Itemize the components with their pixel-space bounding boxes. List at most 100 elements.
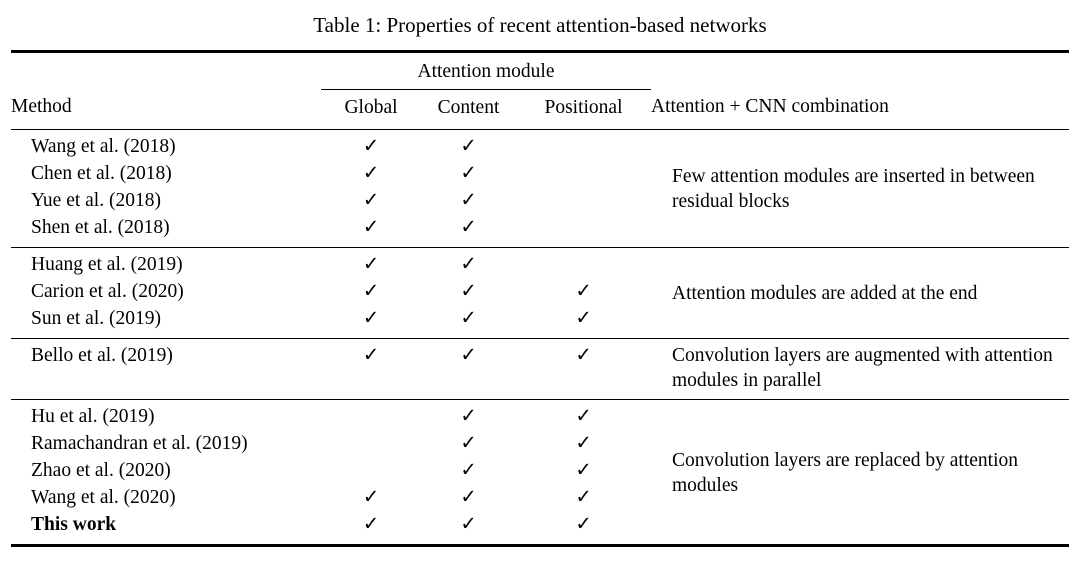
header-spacer-left — [11, 52, 321, 90]
check-icon: ✓ — [575, 406, 592, 428]
method-cell: This work — [31, 514, 117, 536]
table-group-1: Huang et al. (2019) ✓ ✓ Attention modules a… — [11, 247, 1069, 338]
attention-module-header: Attention module — [321, 51, 651, 90]
global-check-cell — [321, 458, 421, 485]
table-group-2: Bello et al. (2019) ✓ ✓ ✓ Convolution layers… — [11, 338, 1069, 400]
positional-check-cell — [516, 188, 651, 215]
check-icon: ✓ — [362, 135, 380, 157]
check-icon: ✓ — [460, 344, 477, 366]
check-icon: ✓ — [460, 280, 477, 302]
combination-note-cell: Few attention modules are inserted in be… — [672, 166, 1035, 213]
content-check-cell: ✓ — [421, 129, 516, 160]
table-row: Wang et al. (2018) ✓ ✓ Few attention module… — [11, 129, 1069, 212]
global-column-header: Global — [344, 96, 398, 118]
positional-check-cell: ✓ — [516, 400, 651, 431]
check-icon: ✓ — [460, 216, 477, 238]
table-row: Carion et al. (2020) ✓ ✓ ✓ — [11, 279, 1069, 306]
check-icon: ✓ — [575, 433, 592, 455]
positional-check-cell: ✓ — [516, 512, 651, 545]
table-row: Yue et al. (2018) ✓ ✓ — [11, 188, 1069, 215]
check-icon: ✓ — [362, 253, 380, 275]
check-icon: ✓ — [460, 189, 477, 211]
check-icon: ✓ — [575, 280, 592, 302]
content-check-cell: ✓ — [421, 215, 516, 247]
method-cell: Wang et al. (2018) — [31, 135, 176, 157]
global-check-cell: ✓ — [321, 215, 421, 247]
global-check-cell: ✓ — [321, 338, 421, 400]
check-icon: ✓ — [460, 433, 477, 455]
properties-table: Attention module Method Global Content P… — [11, 50, 1069, 548]
method-column-header: Method — [11, 96, 72, 118]
table-row: Bello et al. (2019) ✓ ✓ ✓ Convolution layers… — [11, 338, 1069, 400]
check-icon: ✓ — [575, 487, 592, 509]
header-group-row: Attention module — [11, 51, 1069, 90]
positional-check-cell: ✓ — [516, 458, 651, 485]
table-row: This work ✓ ✓ ✓ — [11, 512, 1069, 545]
header-row: Method Global Content Positional Attenti… — [11, 89, 1069, 129]
combination-note-cell: Attention modules are added at the end — [672, 283, 978, 305]
check-icon: ✓ — [362, 162, 380, 184]
table-row: Ramachandran et al. (2019) ✓ ✓ — [11, 431, 1069, 458]
method-cell: Yue et al. (2018) — [31, 189, 161, 211]
table-group-0: Wang et al. (2018) ✓ ✓ Few attention module… — [11, 129, 1069, 247]
global-check-cell: ✓ — [321, 306, 421, 338]
check-icon: ✓ — [362, 344, 380, 366]
check-icon: ✓ — [460, 514, 477, 536]
content-check-cell: ✓ — [421, 188, 516, 215]
positional-check-cell — [516, 247, 651, 278]
table-row: Zhao et al. (2020) ✓ ✓ — [11, 458, 1069, 485]
content-check-cell: ✓ — [421, 279, 516, 306]
check-icon: ✓ — [362, 514, 380, 536]
combination-note-cell: Convolution layers are augmented with at… — [672, 344, 1053, 391]
content-check-cell: ✓ — [421, 338, 516, 400]
content-check-cell: ✓ — [421, 431, 516, 458]
content-check-cell: ✓ — [421, 306, 516, 338]
combination-note-cell: Convolution layers are replaced by atten… — [672, 450, 1019, 497]
positional-check-cell: ✓ — [516, 485, 651, 512]
check-icon: ✓ — [460, 135, 477, 157]
content-check-cell: ✓ — [421, 161, 516, 188]
positional-check-cell: ✓ — [516, 338, 651, 400]
method-cell: Huang et al. (2019) — [31, 253, 183, 275]
global-check-cell: ✓ — [321, 279, 421, 306]
table-row: Sun et al. (2019) ✓ ✓ ✓ — [11, 306, 1069, 338]
check-icon: ✓ — [460, 460, 477, 482]
method-cell: Ramachandran et al. (2019) — [31, 433, 248, 455]
check-icon: ✓ — [575, 307, 592, 329]
table-group-3: Hu et al. (2019) ✓ ✓ Convolution layers are… — [11, 399, 1069, 546]
positional-check-cell — [516, 161, 651, 188]
check-icon: ✓ — [460, 487, 477, 509]
table-row: Chen et al. (2018) ✓ ✓ — [11, 161, 1069, 188]
positional-check-cell — [516, 215, 651, 247]
check-icon: ✓ — [362, 487, 380, 509]
check-icon: ✓ — [460, 406, 477, 428]
check-icon: ✓ — [575, 344, 592, 366]
check-icon: ✓ — [575, 460, 592, 482]
content-column-header: Content — [437, 96, 500, 118]
global-check-cell: ✓ — [321, 129, 421, 160]
method-cell: Bello et al. (2019) — [31, 344, 173, 366]
check-icon: ✓ — [460, 162, 477, 184]
global-check-cell: ✓ — [321, 247, 421, 278]
table-row: Hu et al. (2019) ✓ ✓ Convolution layers are… — [11, 400, 1069, 496]
content-check-cell: ✓ — [421, 458, 516, 485]
table-row: Shen et al. (2018) ✓ ✓ — [11, 215, 1069, 247]
positional-check-cell: ✓ — [516, 306, 651, 338]
method-cell: Sun et al. (2019) — [31, 307, 161, 329]
content-check-cell: ✓ — [421, 485, 516, 512]
check-icon: ✓ — [460, 253, 477, 275]
table-row: Wang et al. (2020) ✓ ✓ ✓ — [11, 485, 1069, 512]
positional-check-cell: ✓ — [516, 279, 651, 306]
check-icon: ✓ — [362, 189, 380, 211]
table-row: Huang et al. (2019) ✓ ✓ Attention modules a… — [11, 247, 1069, 304]
content-check-cell: ✓ — [421, 400, 516, 431]
positional-check-cell: ✓ — [516, 431, 651, 458]
method-cell: Shen et al. (2018) — [31, 216, 170, 238]
global-check-cell: ✓ — [321, 485, 421, 512]
check-icon: ✓ — [575, 514, 592, 536]
global-check-cell — [321, 400, 421, 431]
check-icon: ✓ — [362, 280, 380, 302]
content-check-cell: ✓ — [421, 512, 516, 545]
positional-column-header: Positional — [544, 96, 623, 118]
global-check-cell: ✓ — [321, 512, 421, 545]
